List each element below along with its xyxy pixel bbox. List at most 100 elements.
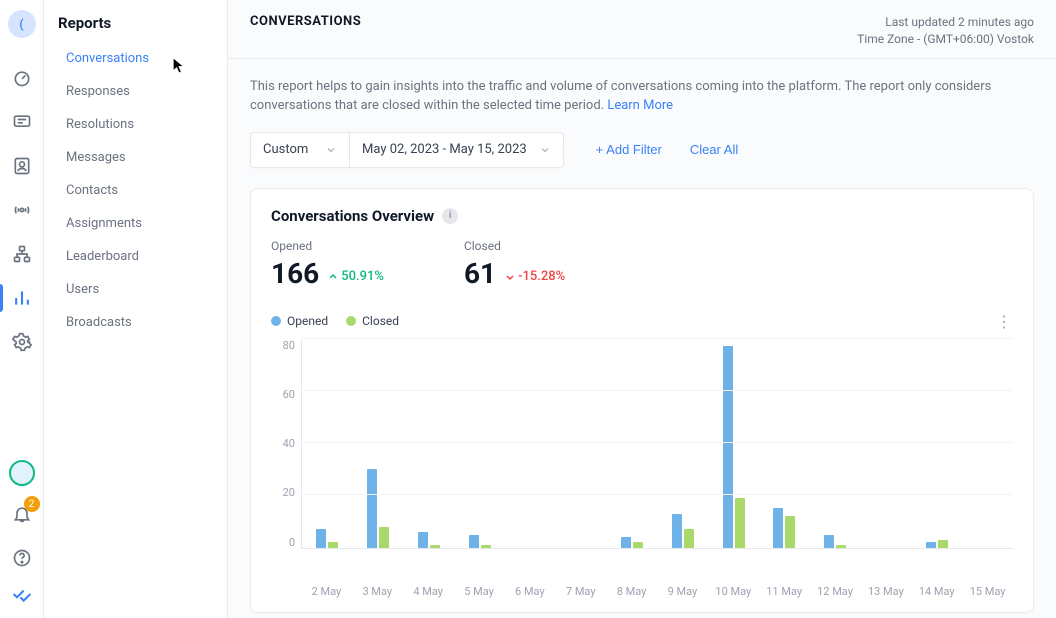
sidebar-item-users[interactable]: Users [44, 273, 227, 306]
bar-opened[interactable] [316, 529, 326, 547]
workspace-avatar[interactable]: ( [8, 10, 36, 38]
main-content: CONVERSATIONS Last updated 2 minutes ago… [228, 0, 1056, 618]
x-tick: 2 May [301, 579, 352, 598]
learn-more-link[interactable]: Learn More [607, 98, 673, 113]
notifications-icon[interactable]: 2 [0, 492, 44, 536]
last-updated: Last updated 2 minutes ago [857, 14, 1034, 31]
bar-group [302, 339, 353, 548]
stat-opened-delta: 50.91% [327, 269, 384, 284]
bar-group [404, 339, 455, 548]
stat-closed-value: 61 [464, 257, 496, 290]
bar-opened[interactable] [773, 508, 783, 547]
bar-closed[interactable] [430, 545, 440, 548]
x-tick: 7 May [555, 579, 606, 598]
timezone-label: Time Zone - (GMT+06:00) Vostok [857, 31, 1034, 48]
bar-opened[interactable] [621, 537, 631, 547]
messages-icon[interactable] [0, 100, 44, 144]
bar-opened[interactable] [469, 535, 479, 548]
icon-rail: ( 2 [0, 0, 44, 618]
bar-closed[interactable] [481, 545, 491, 548]
broadcast-icon[interactable] [0, 188, 44, 232]
dashboard-icon[interactable] [0, 56, 44, 100]
x-tick: 13 May [860, 579, 911, 598]
workflow-icon[interactable] [0, 232, 44, 276]
reports-sidebar: Reports ConversationsResponsesResolution… [44, 0, 228, 618]
bar-opened[interactable] [926, 542, 936, 547]
sidebar-item-conversations[interactable]: Conversations [44, 42, 227, 75]
bar-group [454, 339, 505, 548]
sidebar-item-broadcasts[interactable]: Broadcasts [44, 306, 227, 339]
bar-opened[interactable] [418, 532, 428, 548]
x-tick: 10 May [708, 579, 759, 598]
bar-closed[interactable] [785, 516, 795, 547]
x-tick: 14 May [911, 579, 962, 598]
conversations-chart: 80 60 40 20 0 [271, 339, 1013, 579]
range-type-dropdown[interactable]: Custom [250, 132, 350, 168]
bar-group [708, 339, 759, 548]
stat-opened-label: Opened [271, 239, 384, 253]
x-tick: 6 May [504, 579, 555, 598]
sidebar-item-contacts[interactable]: Contacts [44, 174, 227, 207]
x-tick: 3 May [352, 579, 403, 598]
conversations-overview-card: Conversations Overview i Opened 166 50.9… [250, 188, 1034, 613]
bar-group [505, 339, 556, 548]
x-tick: 5 May [454, 579, 505, 598]
y-tick: 80 [271, 339, 295, 352]
contacts-icon[interactable] [0, 144, 44, 188]
chevron-down-icon [313, 144, 337, 156]
bar-group [759, 339, 810, 548]
legend-opened: Opened [271, 314, 328, 328]
x-tick: 8 May [606, 579, 657, 598]
page-title: CONVERSATIONS [250, 14, 361, 29]
notification-badge: 2 [24, 496, 40, 512]
card-title: Conversations Overview [271, 207, 434, 225]
y-tick: 0 [271, 536, 295, 549]
x-tick: 12 May [810, 579, 861, 598]
bar-closed[interactable] [379, 527, 389, 548]
bar-group [607, 339, 658, 548]
user-avatar[interactable] [9, 460, 35, 486]
add-filter-button[interactable]: + Add Filter [584, 134, 674, 165]
sidebar-item-messages[interactable]: Messages [44, 141, 227, 174]
chevron-down-icon [527, 144, 551, 156]
bar-opened[interactable] [367, 469, 377, 547]
y-tick: 40 [271, 437, 295, 450]
bar-closed[interactable] [938, 540, 948, 548]
bar-opened[interactable] [672, 514, 682, 548]
x-tick: 4 May [403, 579, 454, 598]
bar-closed[interactable] [836, 545, 846, 548]
report-description: This report helps to gain insights into … [250, 77, 1030, 116]
y-tick: 20 [271, 486, 295, 499]
sidebar-item-resolutions[interactable]: Resolutions [44, 108, 227, 141]
bar-closed[interactable] [684, 529, 694, 547]
bar-group [962, 339, 1013, 548]
bar-closed[interactable] [735, 498, 745, 548]
stat-closed-delta: -15.28% [504, 269, 565, 284]
bar-group [911, 339, 962, 548]
x-tick: 15 May [962, 579, 1013, 598]
legend-closed: Closed [346, 314, 399, 328]
bar-group [353, 339, 404, 548]
chart-menu-icon[interactable]: ⋮ [996, 312, 1013, 331]
x-tick: 11 May [759, 579, 810, 598]
sidebar-title: Reports [44, 14, 227, 42]
sidebar-item-responses[interactable]: Responses [44, 75, 227, 108]
clear-all-button[interactable]: Clear All [678, 134, 750, 165]
help-icon[interactable] [0, 536, 44, 580]
stat-closed-label: Closed [464, 239, 565, 253]
x-tick: 9 May [657, 579, 708, 598]
settings-icon[interactable] [0, 320, 44, 364]
bar-group [861, 339, 912, 548]
sidebar-item-assignments[interactable]: Assignments [44, 207, 227, 240]
sidebar-item-leaderboard[interactable]: Leaderboard [44, 240, 227, 273]
topbar: CONVERSATIONS Last updated 2 minutes ago… [228, 0, 1056, 59]
date-range-dropdown[interactable]: May 02, 2023 - May 15, 2023 [350, 132, 564, 168]
bar-closed[interactable] [633, 542, 643, 547]
bar-closed[interactable] [328, 542, 338, 547]
double-check-icon[interactable] [12, 584, 32, 604]
y-tick: 60 [271, 388, 295, 401]
bar-opened[interactable] [824, 535, 834, 548]
reports-icon[interactable] [0, 276, 44, 320]
info-icon[interactable]: i [442, 208, 458, 224]
bar-opened[interactable] [723, 346, 733, 547]
